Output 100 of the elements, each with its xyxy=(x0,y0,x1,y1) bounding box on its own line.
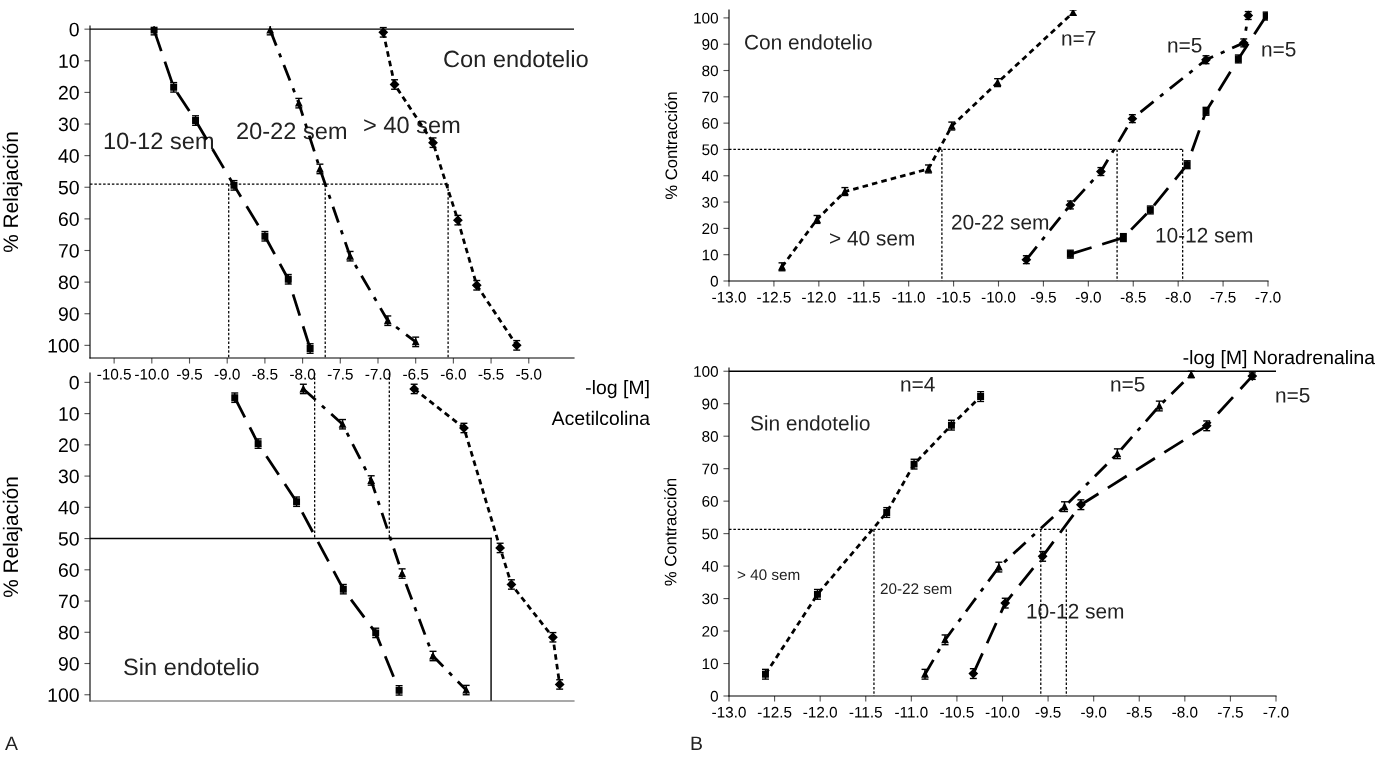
x-tick-label: -9.0 xyxy=(1075,291,1101,303)
x-tick-label: -8.5 xyxy=(252,368,278,380)
annotation: n=5 xyxy=(1111,377,1145,392)
x-tick-label: -9.0 xyxy=(214,368,240,380)
y-tick-label: 30 xyxy=(702,593,718,605)
y-tick-label: 0 xyxy=(69,22,79,37)
x-axis-title: -log [M] Acetilcolina xyxy=(551,380,650,426)
x-tick-label: -9.5 xyxy=(1035,706,1061,718)
y-tick-label: 80 xyxy=(58,275,79,290)
y-tick-label: 50 xyxy=(702,528,718,540)
y-tick-label: 30 xyxy=(702,196,718,208)
annotation: n=5 xyxy=(1168,38,1202,53)
annotation: Sin endotelio xyxy=(750,415,870,431)
annotation: > 40 sem xyxy=(830,230,914,246)
y-tick-label: 20 xyxy=(702,625,718,637)
y-tick-label: 40 xyxy=(58,500,79,515)
y-tick-label: 80 xyxy=(702,65,718,77)
y-tick-label: 90 xyxy=(702,39,718,50)
y-tick-label: 20 xyxy=(58,85,79,100)
x-tick-label: -8.5 xyxy=(1120,291,1146,303)
x-tick-label: -7.0 xyxy=(365,368,391,380)
annotation: 10-12 sem xyxy=(1156,227,1253,243)
annotation: 20-22 sem xyxy=(237,122,346,140)
x-tick-label: -11.5 xyxy=(849,706,882,718)
annotation: n=5 xyxy=(1262,42,1296,57)
text: n=5 xyxy=(1276,388,1310,403)
annotation: 20-22 sem xyxy=(880,583,952,595)
annotation: n=7 xyxy=(1062,31,1096,46)
annotation: 10-12 sem xyxy=(104,132,213,150)
x-tick-label: -9.0 xyxy=(1081,706,1107,718)
x-tick-label: -10.0 xyxy=(135,368,169,380)
x-tick-label: -8.0 xyxy=(1165,291,1191,303)
y-tick-label: 60 xyxy=(58,212,79,227)
y-tick-label: 10 xyxy=(702,658,718,670)
text: A xyxy=(5,736,18,751)
x-tick-label: -11.0 xyxy=(895,706,928,718)
annotation: Con endotelio xyxy=(444,50,588,68)
annotation: Con endotelio xyxy=(745,34,872,50)
y-tick-label: 10 xyxy=(702,249,718,261)
y-tick-label: 40 xyxy=(701,560,718,572)
x-tick-label: -12.0 xyxy=(803,706,837,718)
x-tick-label: -7.5 xyxy=(1217,706,1243,718)
x-tick-label: -6.5 xyxy=(403,368,429,380)
annotation: > 40 sem xyxy=(737,569,800,581)
x-tick-label: -12.5 xyxy=(757,706,792,718)
y-tick-label: 60 xyxy=(702,496,718,507)
x-tick-label: -12.5 xyxy=(757,291,791,303)
y-tick-label: 70 xyxy=(702,463,718,475)
x-tick-label: -8.5 xyxy=(1126,706,1152,718)
y-tick-label: 10 xyxy=(59,54,79,69)
x-tick-label: -10.5 xyxy=(97,368,131,380)
x-tick-label: -5.5 xyxy=(478,368,504,380)
annotation: 10-12 sem xyxy=(1027,603,1124,619)
x-tick-label: -7.5 xyxy=(1210,291,1236,303)
y-tick-label: 90 xyxy=(702,398,718,410)
y-tick-label: 60 xyxy=(58,563,79,578)
y-tick-label: 60 xyxy=(702,118,718,129)
text: B xyxy=(691,736,702,751)
annotation: 20-22 sem xyxy=(952,214,1049,230)
y-axis-title: % Contracción xyxy=(664,92,678,200)
y-tick-label: 50 xyxy=(58,180,79,195)
y-tick-label: 100 xyxy=(694,366,718,377)
y-tick-label: 0 xyxy=(710,275,718,287)
x-tick-label: -9.5 xyxy=(177,368,203,380)
x-tick-label: -8.0 xyxy=(1172,706,1198,718)
x-tick-label: -7.5 xyxy=(327,368,353,380)
annotation: Sin endotelio xyxy=(124,657,259,676)
x-tick-label: -13.0 xyxy=(712,291,746,303)
y-tick-label: 40 xyxy=(58,149,79,163)
y-tick-label: 30 xyxy=(58,117,79,132)
y-tick-label: 70 xyxy=(58,594,79,609)
x-tick-label: -13.0 xyxy=(712,706,746,718)
x-tick-label: -10.0 xyxy=(985,706,1020,718)
x-tick-label: -6.0 xyxy=(440,368,466,380)
y-tick-label: 10 xyxy=(59,407,79,421)
y-tick-label: 20 xyxy=(58,438,79,453)
y-tick-label: 80 xyxy=(702,431,718,442)
x-tick-label: -10.0 xyxy=(981,291,1016,303)
y-tick-label: 100 xyxy=(48,338,79,353)
annotation: n=4 xyxy=(901,377,935,392)
y-tick-label: 0 xyxy=(710,690,718,702)
y-tick-label: 70 xyxy=(702,91,718,103)
x-tick-label: -9.5 xyxy=(1030,291,1056,303)
y-tick-label: 100 xyxy=(694,12,718,24)
x-tick-label: -11.5 xyxy=(847,291,880,303)
x-tick-label: -10.5 xyxy=(936,291,971,303)
x-tick-label: -7.0 xyxy=(1263,706,1289,718)
y-tick-label: 50 xyxy=(58,532,79,546)
x-tick-label: -7.0 xyxy=(1255,291,1281,303)
y-axis-title: % Relajación xyxy=(2,132,23,253)
y-axis-title: % Contracción xyxy=(664,478,677,586)
y-tick-label: 30 xyxy=(58,469,79,484)
annotation: > 40 sem xyxy=(364,116,460,134)
x-tick-label: -5.0 xyxy=(516,368,542,380)
y-tick-label: 90 xyxy=(58,307,79,321)
y-tick-label: 90 xyxy=(58,656,79,671)
y-axis-title: % Relajación xyxy=(2,477,23,598)
y-tick-label: 20 xyxy=(702,223,718,235)
x-tick-label: -10.5 xyxy=(940,706,974,718)
x-axis-title: -log [M] Noradrenalina xyxy=(1183,350,1376,369)
